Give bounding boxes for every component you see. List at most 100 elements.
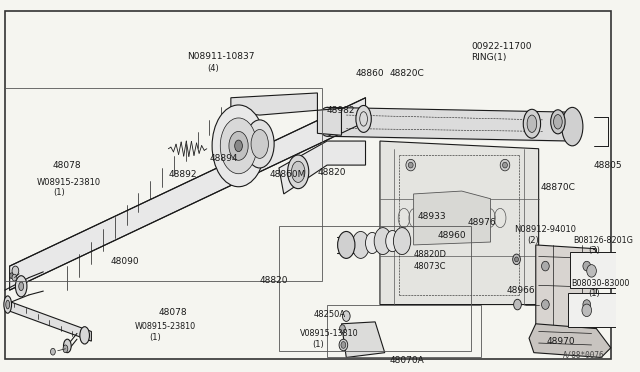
Ellipse shape	[513, 254, 520, 264]
Text: (3): (3)	[589, 246, 600, 255]
Text: W08915-23810: W08915-23810	[36, 178, 100, 187]
Ellipse shape	[63, 339, 71, 353]
Ellipse shape	[406, 159, 415, 171]
Polygon shape	[529, 324, 611, 357]
Polygon shape	[536, 245, 596, 333]
Ellipse shape	[4, 296, 12, 313]
Polygon shape	[279, 141, 365, 194]
Ellipse shape	[562, 108, 583, 146]
Text: (1): (1)	[53, 187, 65, 196]
Ellipse shape	[394, 228, 411, 254]
Ellipse shape	[251, 129, 268, 158]
Text: (1): (1)	[312, 340, 324, 349]
Polygon shape	[10, 98, 365, 290]
Text: N08912-94010: N08912-94010	[515, 225, 577, 234]
Text: 48078: 48078	[53, 161, 81, 170]
Text: 00922-11700: 00922-11700	[471, 42, 532, 51]
Ellipse shape	[356, 105, 371, 132]
Ellipse shape	[320, 112, 334, 131]
Text: 48805: 48805	[593, 161, 622, 170]
Polygon shape	[380, 141, 539, 305]
Ellipse shape	[515, 257, 518, 262]
Ellipse shape	[583, 261, 591, 271]
Text: 48820D: 48820D	[413, 250, 447, 259]
Ellipse shape	[408, 162, 413, 168]
Ellipse shape	[338, 231, 355, 259]
Text: B08030-83000: B08030-83000	[572, 279, 630, 288]
Bar	[568, 293, 616, 327]
Ellipse shape	[339, 339, 348, 351]
Ellipse shape	[587, 264, 596, 277]
Polygon shape	[413, 191, 491, 245]
Text: (1): (1)	[589, 289, 600, 298]
Text: 48860M: 48860M	[269, 170, 306, 179]
Ellipse shape	[554, 115, 562, 129]
Ellipse shape	[342, 311, 350, 321]
Text: 48860: 48860	[356, 69, 385, 78]
Text: V08915-13810: V08915-13810	[300, 329, 359, 338]
Text: RING(1): RING(1)	[471, 53, 507, 62]
Ellipse shape	[524, 109, 541, 138]
Ellipse shape	[365, 232, 379, 254]
Ellipse shape	[10, 273, 13, 279]
Text: 48976: 48976	[467, 218, 496, 227]
Text: 48250A: 48250A	[314, 310, 346, 319]
Bar	[5, 88, 322, 280]
Ellipse shape	[212, 105, 265, 187]
Text: 48070A: 48070A	[390, 356, 424, 365]
Ellipse shape	[352, 231, 369, 259]
Ellipse shape	[583, 300, 591, 310]
Ellipse shape	[541, 300, 549, 310]
Text: B08126-8201G: B08126-8201G	[573, 235, 633, 245]
Ellipse shape	[235, 140, 243, 152]
Text: 48892: 48892	[168, 170, 197, 179]
Text: 48982: 48982	[327, 106, 356, 115]
Text: A/88*0076: A/88*0076	[563, 350, 604, 359]
Ellipse shape	[541, 261, 549, 271]
Text: W08915-23810: W08915-23810	[134, 322, 196, 331]
Ellipse shape	[318, 108, 336, 136]
Text: 48960: 48960	[438, 231, 467, 240]
Text: (4): (4)	[207, 64, 218, 73]
Polygon shape	[342, 322, 385, 357]
Text: 48820: 48820	[317, 168, 346, 177]
Ellipse shape	[229, 131, 248, 160]
Ellipse shape	[12, 266, 19, 276]
Ellipse shape	[291, 161, 305, 182]
Text: 48870C: 48870C	[541, 183, 575, 192]
Text: 48966: 48966	[507, 286, 536, 295]
Text: 48894: 48894	[210, 154, 238, 163]
Bar	[570, 252, 616, 288]
Text: 48073C: 48073C	[413, 262, 446, 270]
Text: 48970: 48970	[547, 337, 575, 346]
Ellipse shape	[220, 118, 257, 174]
Ellipse shape	[582, 304, 591, 317]
Bar	[327, 305, 481, 357]
Ellipse shape	[63, 345, 68, 353]
Ellipse shape	[550, 110, 565, 134]
Ellipse shape	[341, 341, 346, 348]
Text: 48820C: 48820C	[390, 69, 424, 78]
Ellipse shape	[500, 159, 510, 171]
Text: (2): (2)	[527, 235, 539, 245]
Text: 48933: 48933	[417, 212, 446, 221]
Text: 48090: 48090	[111, 257, 140, 266]
Polygon shape	[231, 93, 317, 115]
Ellipse shape	[287, 155, 308, 189]
Ellipse shape	[527, 115, 537, 132]
Bar	[279, 226, 471, 351]
Polygon shape	[5, 300, 92, 341]
Ellipse shape	[340, 325, 346, 333]
Ellipse shape	[514, 299, 522, 310]
Ellipse shape	[245, 120, 274, 168]
Polygon shape	[317, 108, 342, 135]
Ellipse shape	[51, 348, 55, 355]
Ellipse shape	[12, 274, 17, 281]
Ellipse shape	[386, 231, 399, 252]
Ellipse shape	[15, 276, 27, 297]
Ellipse shape	[19, 282, 24, 291]
Ellipse shape	[502, 162, 508, 168]
Ellipse shape	[374, 228, 392, 254]
Text: 48820: 48820	[260, 276, 288, 285]
Ellipse shape	[80, 327, 90, 344]
